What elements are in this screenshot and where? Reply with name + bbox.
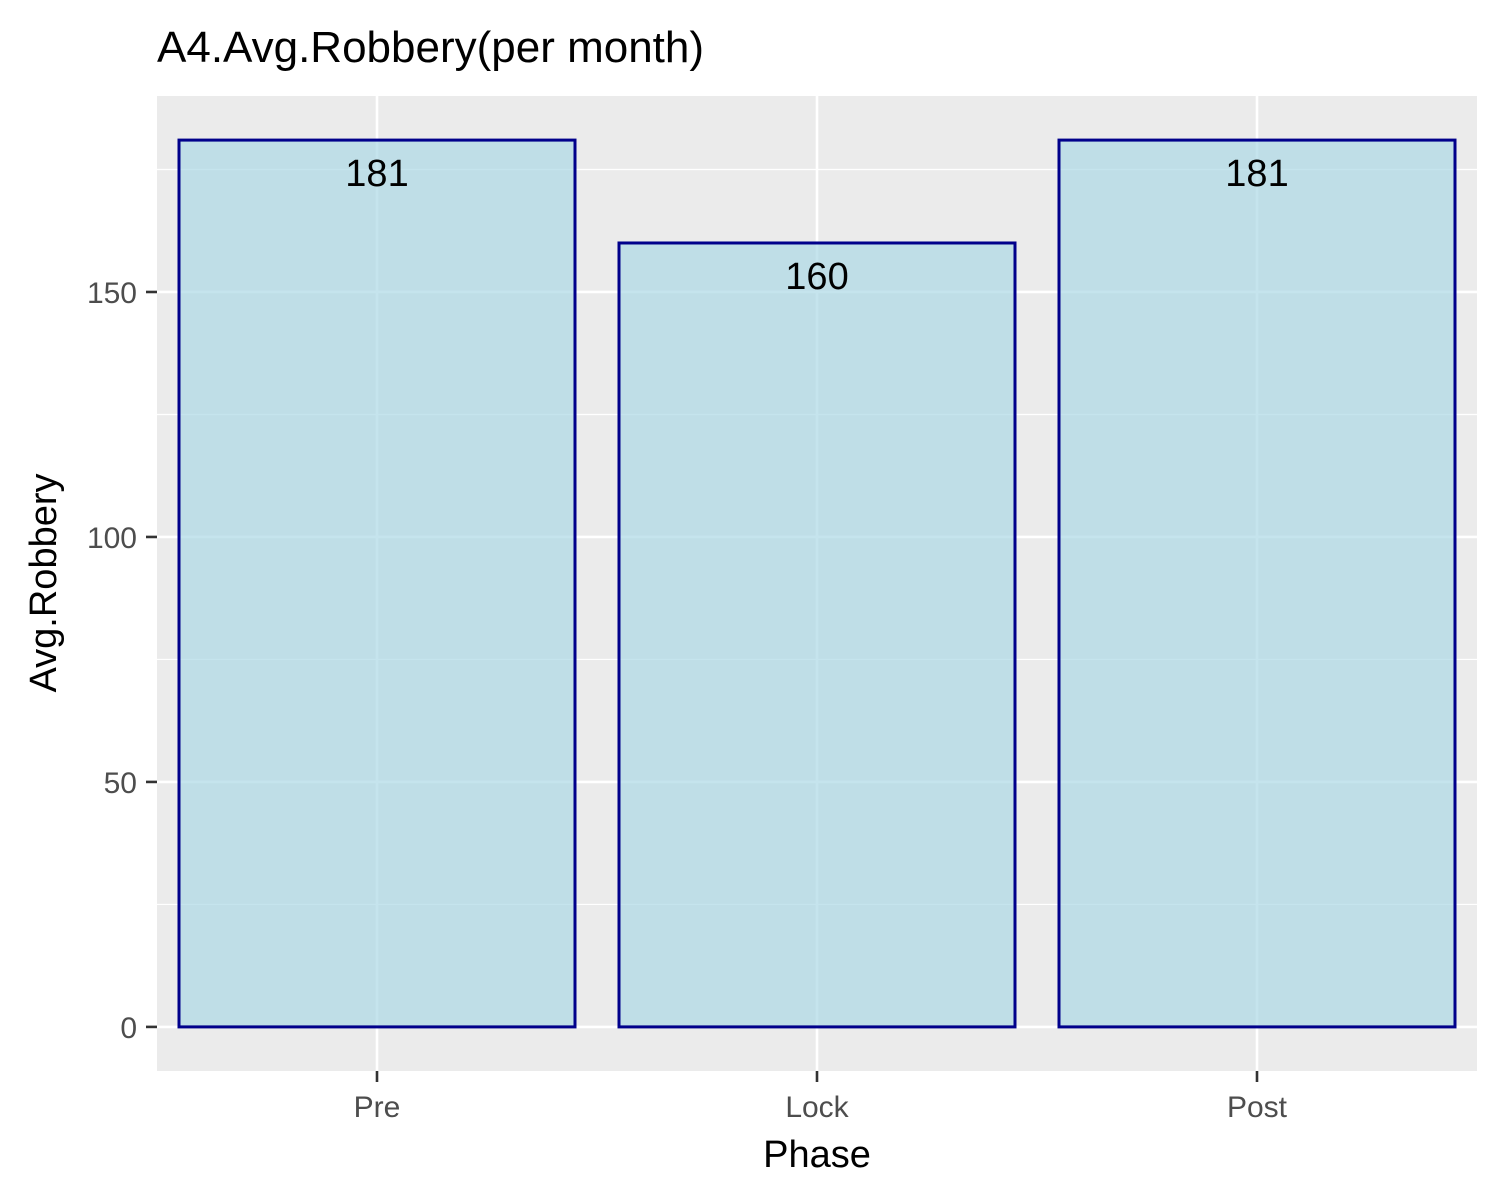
- chart-title: A4.Avg.Robbery(per month): [157, 23, 704, 72]
- data-label: 181: [1225, 153, 1288, 195]
- x-axis: Pre Lock Post: [354, 1071, 1288, 1124]
- y-axis-title: Avg.Robbery: [23, 474, 65, 693]
- bar-lock: [617, 241, 1017, 1029]
- y-tick-label: 0: [120, 1012, 137, 1045]
- bar-pre: [177, 138, 577, 1029]
- y-axis: 0 50 100 150: [87, 277, 157, 1045]
- data-label: 160: [785, 256, 848, 298]
- y-tick-label: 50: [104, 767, 137, 800]
- y-tick-label: 150: [87, 277, 137, 310]
- x-tick-label: Post: [1227, 1091, 1288, 1124]
- bars: [177, 138, 1457, 1029]
- data-labels: 181 160 181: [345, 153, 1288, 298]
- y-tick-label: 100: [87, 522, 137, 555]
- data-label: 181: [345, 153, 408, 195]
- x-tick-label: Lock: [785, 1091, 849, 1124]
- x-tick-label: Pre: [354, 1091, 401, 1124]
- x-axis-title: Phase: [763, 1134, 871, 1176]
- bar-post: [1057, 138, 1457, 1029]
